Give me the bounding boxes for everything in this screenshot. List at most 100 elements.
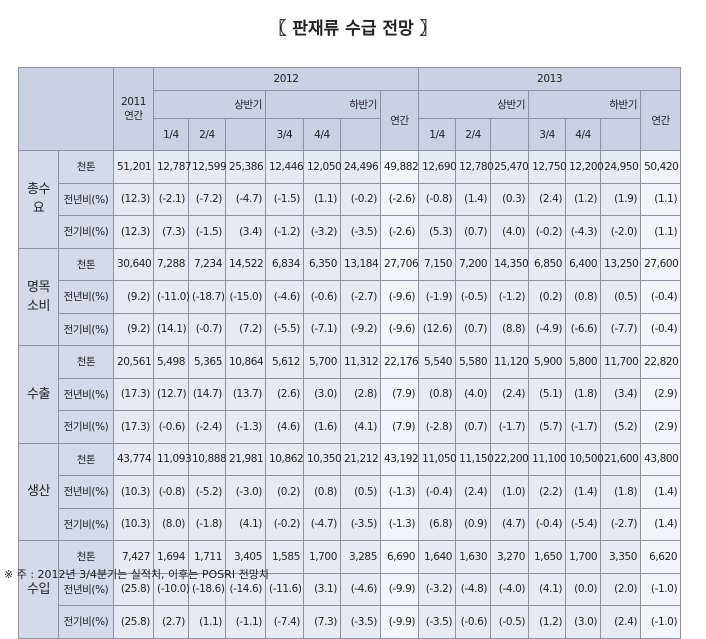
group-label: 수출: [18, 345, 59, 444]
data-cell: 12,750: [528, 150, 567, 184]
header-cell: 상반기: [418, 90, 530, 119]
data-cell: (-1.3): [379, 507, 420, 541]
row-label: 천톤: [58, 345, 114, 379]
data-cell: (7.3): [303, 605, 341, 639]
data-cell: 24,496: [340, 150, 381, 184]
data-cell: (-2.7): [600, 507, 642, 541]
table-row: 전기비(%) (9.2) (14.1) (-0.7) (7.2) (-5.5) (-7.1)…: [19, 312, 682, 346]
data-cell: 7,200: [455, 247, 492, 281]
group-label: 총수요: [18, 150, 59, 249]
header-cell: 4/4: [303, 118, 341, 151]
data-cell: (12.3): [113, 182, 154, 216]
data-cell: (-2.1): [153, 182, 189, 216]
data-cell: (-1.3): [379, 475, 420, 509]
data-cell: (8.0): [153, 507, 189, 541]
data-cell: (-18.7): [188, 280, 226, 314]
data-cell: (-0.6): [303, 280, 341, 314]
data-cell: (4.1): [340, 410, 381, 444]
data-cell: (-0.5): [455, 280, 492, 314]
data-cell: 43,192: [379, 442, 420, 476]
data-cell: 6,350: [303, 247, 341, 281]
data-cell: (2.4): [455, 475, 492, 509]
data-cell: (-0.6): [455, 605, 492, 639]
data-cell: (3.4): [225, 215, 266, 249]
data-cell: 22,200: [490, 442, 530, 476]
data-cell: (-5.5): [265, 312, 304, 346]
data-cell: (-4.7): [225, 182, 266, 216]
data-cell: (-9.6): [379, 312, 420, 346]
table-row: 전년비(%) (17.3) (12.7) (14.7) (13.7) (2.6) (3.0)…: [19, 377, 682, 411]
data-cell: (-1.5): [188, 215, 226, 249]
data-cell: 51,201: [113, 150, 154, 184]
row-label: 전년비(%): [58, 475, 114, 509]
data-cell: (2.0): [600, 572, 642, 606]
data-cell: 21,212: [340, 442, 381, 476]
row-label: 천톤: [58, 150, 114, 184]
data-cell: 11,100: [528, 442, 567, 476]
data-cell: (12.6): [418, 312, 457, 346]
data-cell: 5,580: [455, 345, 492, 379]
data-cell: 1,640: [418, 540, 457, 574]
header-cell: 3/4: [265, 118, 304, 151]
data-cell: 3,350: [600, 540, 642, 574]
data-cell: (-1.9): [418, 280, 457, 314]
data-cell: (1.6): [303, 410, 341, 444]
data-cell: (-5.2): [188, 475, 226, 509]
title: 〖 판재류 수급 전망 〗: [269, 19, 437, 39]
data-cell: (-3.5): [340, 215, 381, 249]
header-cell: 2013: [418, 67, 682, 91]
data-cell: (1.4): [565, 475, 602, 509]
data-cell: (0.8): [303, 475, 341, 509]
data-cell: (-1.1): [225, 605, 266, 639]
data-cell: (-7.2): [188, 182, 226, 216]
data-cell: (-0.4): [418, 475, 457, 509]
data-cell: (-3.5): [340, 507, 381, 541]
page: 〖 판재류 수급 전망 〗 2011 연간 2012 2013 상반기 하반기 …: [4, 19, 682, 639]
header-cell: [600, 118, 642, 151]
table-row: 총수요 천톤 51,201 12,787 12,599 25,386 12,446 12,05…: [18, 150, 682, 249]
table-row: 생산 천톤 43,774 11,093 10,888 21,981 10,862 10,350…: [18, 442, 682, 541]
data-cell: 5,700: [303, 345, 341, 379]
data-cell: (-1.0): [640, 572, 682, 606]
data-cell: (-7.4): [265, 605, 304, 639]
data-cell: 6,690: [379, 540, 420, 574]
data-cell: (7.2): [225, 312, 266, 346]
data-cell: (0.5): [600, 280, 642, 314]
data-cell: 27,706: [379, 247, 420, 281]
data-cell: (2.4): [490, 377, 530, 411]
data-cell: 10,864: [225, 345, 266, 379]
header-cell: 연간: [379, 90, 420, 151]
row-label: 전기비(%): [58, 507, 114, 541]
table-row: 전기비(%) (12.3) (7.3) (-1.5) (3.4) (-1.2) (-3.2)…: [19, 215, 682, 249]
data-cell: 43,774: [113, 442, 154, 476]
table-row: 수출 천톤 20,561 5,498 5,365 10,864 5,612 5,700 11,3…: [18, 345, 682, 444]
data-cell: (-0.4): [640, 312, 682, 346]
data-cell: (-6.6): [565, 312, 602, 346]
data-cell: 21,600: [600, 442, 642, 476]
data-cell: (0.3): [490, 182, 530, 216]
data-cell: 10,862: [265, 442, 304, 476]
data-cell: (-15.0): [225, 280, 266, 314]
header-cell: 상반기: [153, 90, 266, 119]
data-cell: (7.9): [379, 410, 420, 444]
data-cell: 12,200: [565, 150, 604, 184]
data-cell: (6.8): [418, 507, 457, 541]
table-row: 명목소비 천톤 30,640 7,288 7,234 14,522 6,834 6,350 13…: [18, 247, 682, 346]
data-cell: 24,950: [600, 150, 642, 184]
data-cell: (17.3): [113, 410, 154, 444]
data-cell: 13,250: [600, 247, 642, 281]
data-cell: (-0.4): [640, 280, 682, 314]
row-label: 천톤: [58, 247, 114, 281]
data-cell: (1.2): [565, 182, 602, 216]
data-cell: (2.6): [265, 377, 304, 411]
table-row: 전년비(%) (9.2) (-11.0) (-18.7) (-15.0) (-4.6) (-…: [19, 280, 682, 314]
data-cell: (-3.5): [340, 605, 381, 639]
data-cell: (-4.6): [265, 280, 304, 314]
data-cell: (2.9): [640, 377, 682, 411]
data-cell: (9.2): [113, 280, 154, 314]
data-cell: (3.0): [565, 605, 602, 639]
data-cell: 12,690: [418, 150, 457, 184]
data-cell: (-0.2): [340, 182, 381, 216]
data-cell: 7,288: [153, 247, 189, 281]
header-cell: 하반기: [528, 90, 642, 119]
